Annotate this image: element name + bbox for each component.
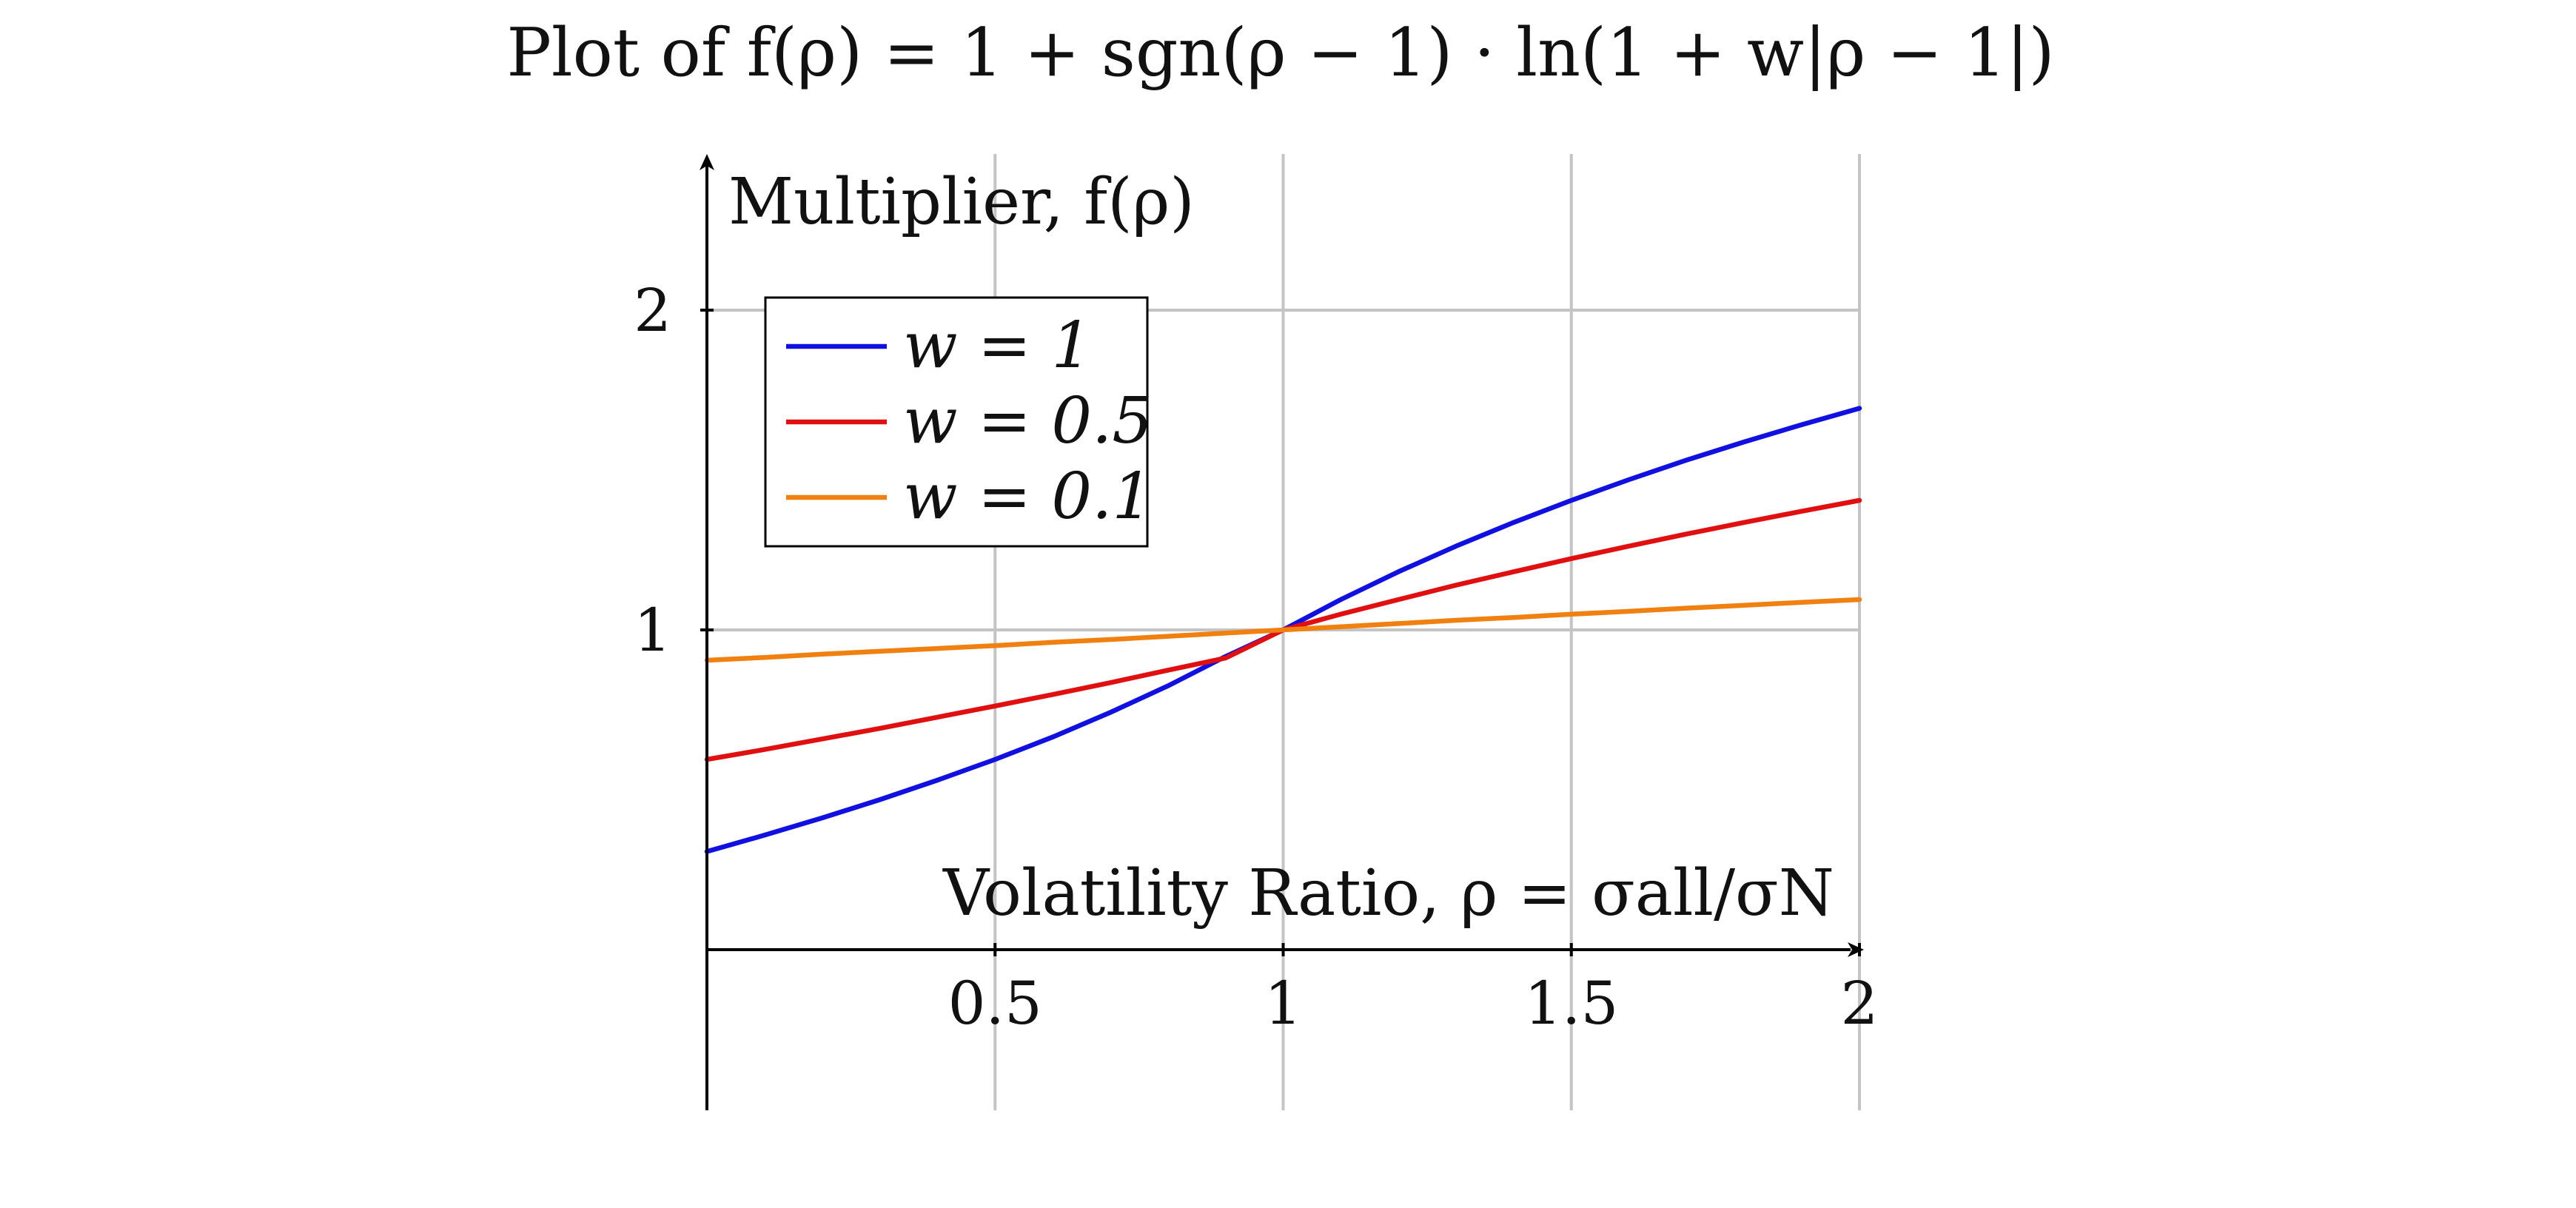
legend: w = 1w = 0.5w = 0.1: [764, 296, 1153, 548]
axes: [700, 154, 1864, 1110]
x-tick-label: 2: [1841, 969, 1879, 1038]
y-tick-label: 1: [634, 596, 671, 665]
y-axis-label: Multiplier, f(ρ): [728, 165, 1195, 239]
series-line-3: [704, 597, 1862, 663]
y-tick-label: 2: [634, 276, 671, 345]
x-tick-label: 1: [1264, 969, 1302, 1038]
legend-label-2: w = 0.5: [903, 384, 1153, 458]
tick-labels: 0.5 1 1.5 2 1 2: [634, 276, 1878, 1038]
legend-label-1: w = 1: [903, 309, 1092, 383]
series-layer: [704, 406, 1862, 854]
chart-title: Plot of f(ρ) = 1 + sgn(ρ − 1) · ln(1 + w…: [506, 14, 2054, 92]
x-axis-label: Volatility Ratio, ρ = σall/σN: [942, 856, 1834, 930]
x-tick-label: 0.5: [948, 969, 1042, 1038]
legend-label-3: w = 0.1: [903, 460, 1153, 534]
x-axis-arrow: [1848, 942, 1864, 957]
y-axis-arrow: [700, 154, 714, 170]
x-tick-label: 1.5: [1524, 969, 1618, 1038]
